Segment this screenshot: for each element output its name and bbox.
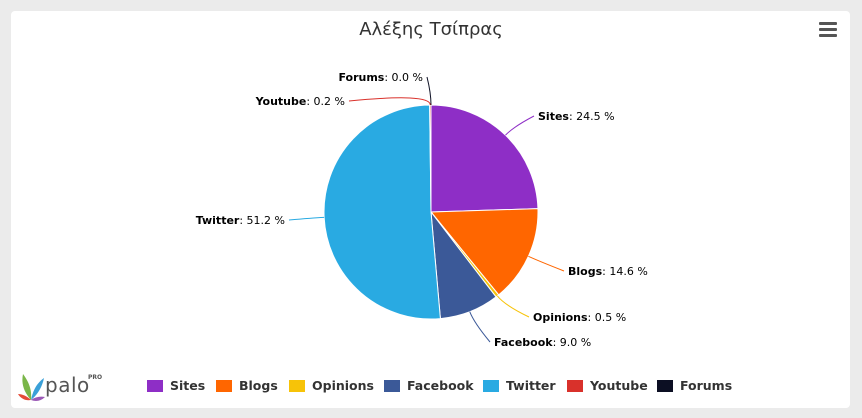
legend-label: Youtube (590, 378, 648, 393)
pie-slice-blogs[interactable] (429, 208, 539, 296)
connector-sites (505, 115, 535, 136)
logo-text: palo (45, 373, 90, 397)
legend-swatch (289, 379, 305, 392)
connector-forums (426, 76, 432, 106)
legend-swatch (483, 379, 499, 392)
legend-item-sites[interactable]: Sites (147, 378, 205, 393)
legend-item-forums[interactable]: Forums (657, 378, 732, 393)
data-label-facebook: Facebook: 9.0 % (494, 336, 591, 349)
data-label-youtube: Youtube: 0.2 % (255, 95, 345, 108)
pie-slice-sites[interactable] (430, 104, 539, 213)
connector-youtube (348, 97, 431, 106)
legend-label: Opinions (312, 378, 374, 393)
legend-swatch (147, 379, 163, 392)
hamburger-menu-icon[interactable] (817, 22, 839, 42)
legend-label: Twitter (506, 378, 556, 393)
data-label-twitter: Twitter: 51.2 % (196, 214, 285, 227)
connector-opinions (496, 295, 530, 318)
connector-blogs (528, 255, 565, 272)
logo-sup: PRO (88, 374, 103, 381)
legend-item-facebook[interactable]: Facebook (384, 378, 474, 393)
legend-item-opinions[interactable]: Opinions (289, 378, 374, 393)
legend-item-blogs[interactable]: Blogs (216, 378, 278, 393)
legend-label: Sites (170, 378, 206, 393)
legend-swatch (567, 379, 583, 392)
connector-twitter (288, 216, 325, 221)
palo-logo: palo PRO (18, 370, 102, 404)
data-label-opinions: Opinions: 0.5 % (533, 311, 626, 324)
data-label-forums: Forums: 0.0 % (338, 71, 423, 84)
connector-facebook (469, 311, 491, 343)
legend-item-youtube[interactable]: Youtube (567, 378, 648, 393)
data-label-sites: Sites: 24.5 % (538, 110, 615, 123)
data-label-blogs: Blogs: 14.6 % (568, 265, 648, 278)
legend-swatch (384, 379, 400, 392)
chart-title: Αλέξης Τσίπρας (359, 19, 503, 40)
legend-item-twitter[interactable]: Twitter (483, 378, 556, 393)
leaf-logo-icon (18, 374, 45, 401)
legend-label: Blogs (239, 378, 278, 393)
legend-label: Facebook (407, 378, 474, 393)
legend-label: Forums (680, 378, 733, 393)
legend-swatch (216, 379, 232, 392)
legend-swatch (657, 379, 673, 392)
pie-slice-twitter[interactable] (323, 104, 441, 320)
